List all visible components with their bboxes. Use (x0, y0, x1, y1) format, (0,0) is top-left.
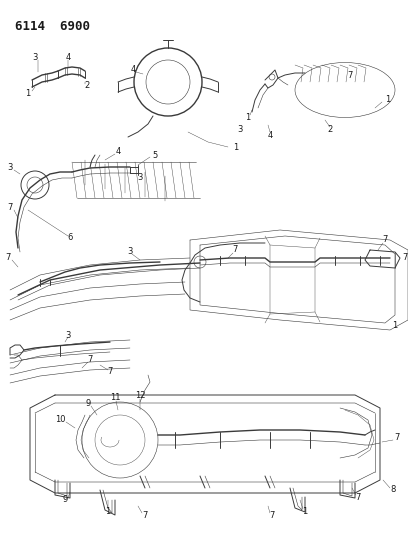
Text: 7: 7 (269, 512, 275, 521)
Text: 7: 7 (347, 70, 353, 79)
Text: 10: 10 (55, 416, 65, 424)
Text: 6: 6 (67, 233, 73, 243)
Text: 7: 7 (87, 356, 93, 365)
Text: 1: 1 (392, 320, 398, 329)
Text: 7: 7 (402, 254, 407, 262)
Text: 7: 7 (394, 433, 400, 442)
Text: 3: 3 (237, 125, 243, 134)
Text: 1: 1 (245, 114, 251, 123)
Text: 7: 7 (5, 254, 11, 262)
Text: 7: 7 (107, 367, 113, 376)
Text: 2: 2 (327, 125, 333, 134)
Text: 5: 5 (152, 150, 157, 159)
Text: 4: 4 (131, 66, 135, 75)
Text: 1: 1 (386, 95, 390, 104)
Text: 7: 7 (7, 204, 13, 213)
Text: 3: 3 (32, 52, 38, 61)
Text: 2: 2 (84, 80, 90, 90)
Text: 8: 8 (390, 486, 396, 495)
Text: 3: 3 (137, 174, 143, 182)
Text: 11: 11 (110, 393, 120, 402)
Text: 3: 3 (7, 164, 13, 173)
Text: 3: 3 (127, 247, 133, 256)
Text: 3: 3 (65, 330, 71, 340)
Text: 7: 7 (382, 236, 388, 245)
Text: 1: 1 (233, 142, 238, 151)
Text: 1: 1 (25, 88, 31, 98)
Text: 1: 1 (105, 507, 111, 516)
Text: 7: 7 (355, 494, 361, 503)
Text: 6114  6900: 6114 6900 (15, 20, 90, 33)
Text: 7: 7 (232, 246, 238, 254)
Text: 1: 1 (302, 507, 308, 516)
Text: 7: 7 (142, 512, 148, 521)
Text: 4: 4 (115, 148, 121, 157)
Text: 4: 4 (267, 131, 273, 140)
Text: 4: 4 (65, 52, 71, 61)
Text: 9: 9 (62, 496, 68, 505)
Text: 9: 9 (85, 399, 91, 408)
Text: 12: 12 (135, 392, 145, 400)
